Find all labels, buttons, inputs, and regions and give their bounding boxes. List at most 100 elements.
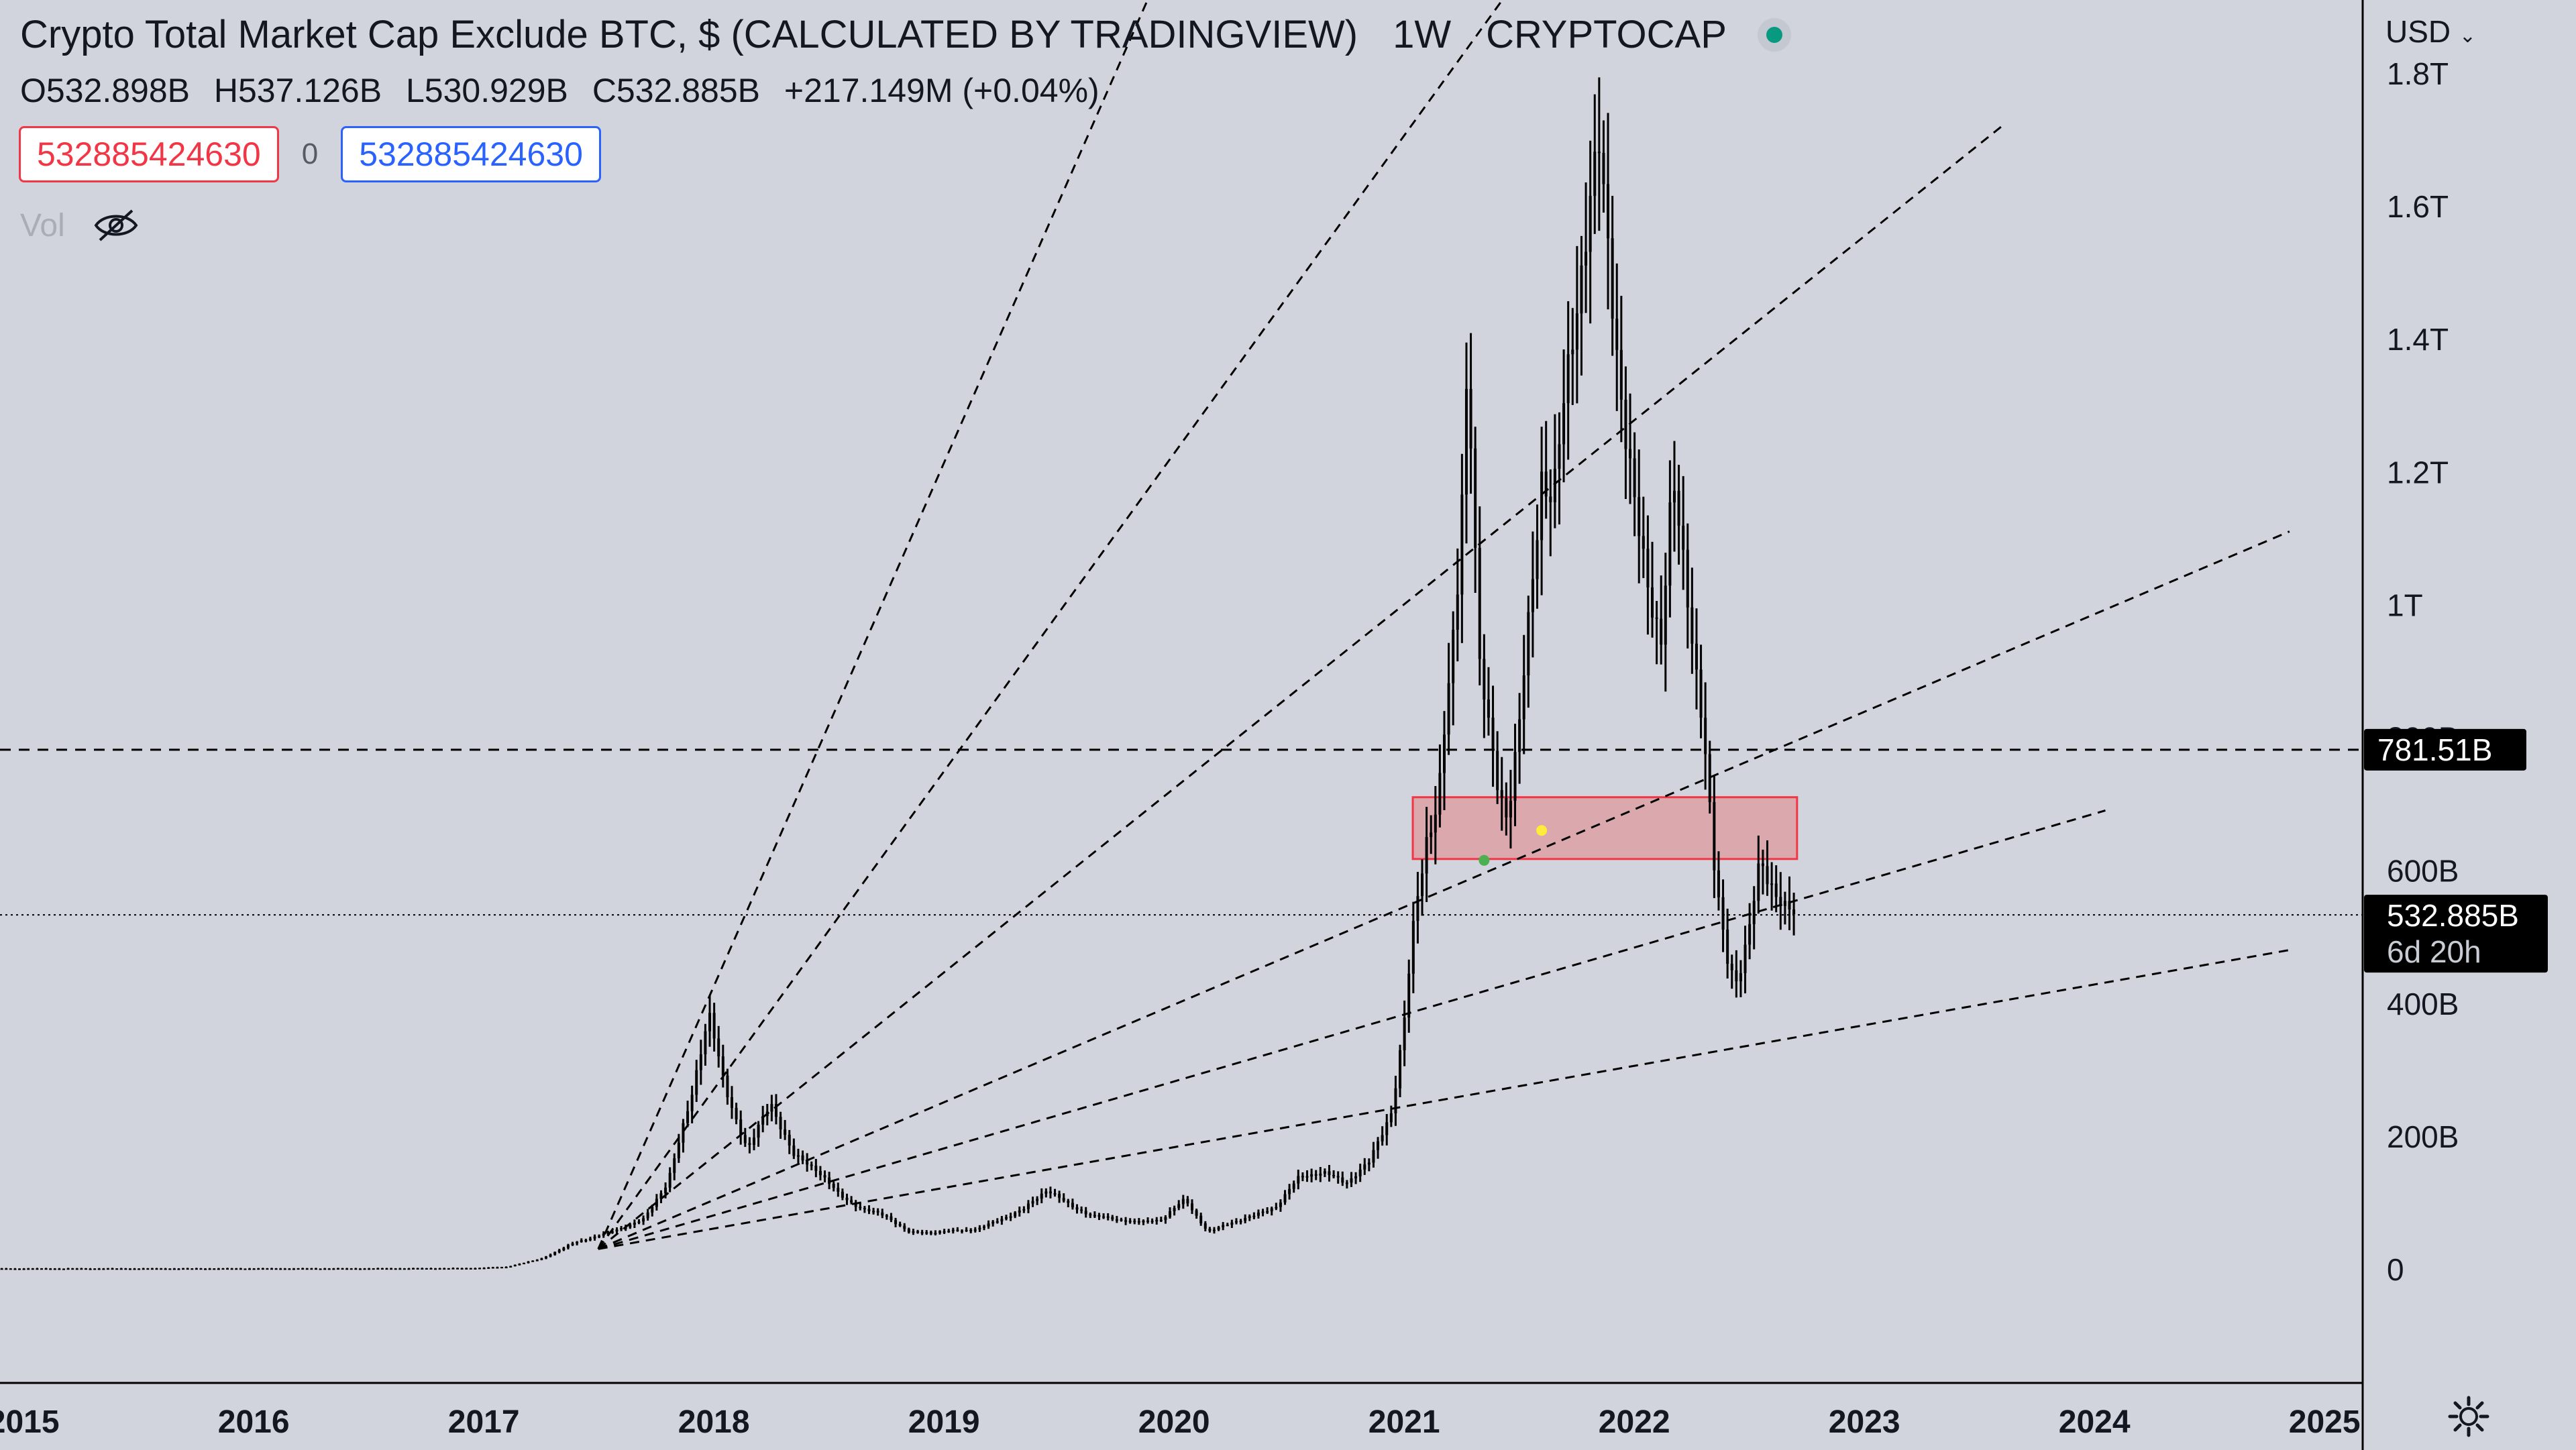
candle-body: [1770, 883, 1774, 885]
candle-body: [314, 1268, 317, 1270]
candles-layer: [0, 77, 1796, 1270]
fan-line-2[interactable]: [597, 0, 1507, 1250]
candle-body: [571, 1243, 574, 1245]
candle-body: [845, 1197, 849, 1201]
candle-body: [1341, 1177, 1344, 1183]
fan-line-6[interactable]: [598, 949, 2290, 1250]
candle-body: [482, 1268, 486, 1270]
candle-body: [748, 1143, 751, 1146]
candle-body: [1509, 801, 1512, 818]
candle-body: [279, 1268, 282, 1270]
candle-body: [1438, 773, 1442, 815]
fan-line-4[interactable]: [598, 531, 2290, 1250]
candle-body: [89, 1268, 92, 1270]
candle-body: [739, 1119, 743, 1135]
hline-price-badge[interactable]: [2364, 728, 2526, 771]
candle-body: [1372, 1150, 1375, 1163]
candle-body: [1474, 448, 1477, 548]
candle-body: [615, 1229, 619, 1232]
candle-body: [1212, 1229, 1216, 1231]
candle-body: [677, 1142, 680, 1159]
sell-price-button[interactable]: 532885424630: [19, 126, 279, 182]
candle-body: [102, 1268, 105, 1270]
candle-body: [1203, 1223, 1207, 1229]
candle-body: [535, 1260, 539, 1262]
candle-body: [1615, 319, 1619, 350]
order-buttons: 532885424630 0 532885424630: [19, 126, 601, 182]
candle-body: [903, 1225, 906, 1229]
candle-body: [0, 1268, 3, 1270]
candle-body: [1518, 719, 1521, 752]
candle-body: [1244, 1218, 1247, 1221]
candle-body: [1487, 699, 1490, 718]
candle-body: [168, 1268, 172, 1270]
candle-body: [814, 1166, 818, 1171]
hline-price-label: 781.51B: [2377, 732, 2492, 767]
candle-body: [451, 1268, 455, 1270]
candle-body: [323, 1268, 327, 1270]
candle-body: [1602, 152, 1605, 184]
candle-body: [62, 1268, 65, 1270]
currency-selector[interactable]: USD ⌄: [2385, 13, 2476, 50]
y-tick-label: 1.6T: [2387, 189, 2449, 224]
candle-body: [1367, 1162, 1371, 1165]
market-status-icon[interactable]: [1757, 17, 1791, 52]
fan-line-5[interactable]: [598, 810, 2106, 1250]
candle-body: [633, 1223, 636, 1225]
candle-body: [1607, 184, 1610, 239]
candle-body: [522, 1263, 525, 1265]
candle-body: [784, 1129, 787, 1135]
candle-body: [673, 1158, 676, 1173]
candle-body: [261, 1268, 264, 1270]
timeframe-label[interactable]: 1W: [1393, 13, 1452, 56]
fan-line-1[interactable]: [597, 0, 1150, 1249]
candle-body: [469, 1268, 472, 1270]
candle-body: [916, 1231, 920, 1233]
ohlc-low: L530.929B: [406, 72, 568, 109]
x-tick-label: 2017: [448, 1404, 520, 1440]
candle-body: [1173, 1208, 1176, 1212]
candle-body: [443, 1268, 446, 1270]
yellow-marker: [1536, 825, 1548, 836]
candle-body: [854, 1202, 857, 1207]
candle-body: [9, 1268, 12, 1270]
fan-line-3[interactable]: [597, 125, 2003, 1250]
candle-body: [956, 1229, 959, 1231]
settings-gear-icon[interactable]: [2447, 1395, 2490, 1438]
candle-body: [925, 1232, 928, 1234]
eye-off-icon[interactable]: [92, 205, 140, 245]
candle-body: [1389, 1113, 1393, 1123]
candle-body: [951, 1229, 955, 1231]
candle-body: [1137, 1221, 1140, 1223]
support-zone-rectangle[interactable]: [1411, 796, 1799, 860]
candle-body: [226, 1268, 229, 1270]
candle-body: [518, 1264, 521, 1266]
buy-price-button[interactable]: 532885424630: [341, 126, 601, 182]
candle-body: [49, 1268, 52, 1270]
last-price-badge[interactable]: [2364, 895, 2548, 973]
ohlc-high: H537.126B: [213, 72, 382, 109]
candle-body: [119, 1268, 123, 1270]
candle-body: [947, 1231, 951, 1233]
candle-body: [75, 1268, 78, 1270]
candle-body: [124, 1268, 127, 1270]
candle-body: [1142, 1220, 1145, 1223]
symbol-title[interactable]: Crypto Total Market Cap Exclude BTC, $ (…: [20, 13, 1358, 56]
candle-body: [274, 1268, 278, 1270]
candle-body: [1093, 1215, 1096, 1217]
candle-body: [1442, 734, 1446, 773]
ohlc-legend: O532.898B H537.126B L530.929B C532.885B …: [20, 71, 1114, 110]
candle-body: [1226, 1225, 1229, 1227]
candle-body: [1558, 444, 1561, 469]
candle-body: [509, 1266, 513, 1268]
candle-body: [1332, 1175, 1336, 1177]
candle-body: [1133, 1221, 1136, 1223]
candle-body: [1314, 1174, 1318, 1176]
y-tick-label: 400B: [2387, 987, 2459, 1021]
candle-body: [155, 1268, 158, 1270]
candle-body: [659, 1193, 663, 1199]
candle-body: [1283, 1194, 1287, 1203]
candle-body: [288, 1268, 291, 1270]
candle-body: [642, 1218, 645, 1222]
